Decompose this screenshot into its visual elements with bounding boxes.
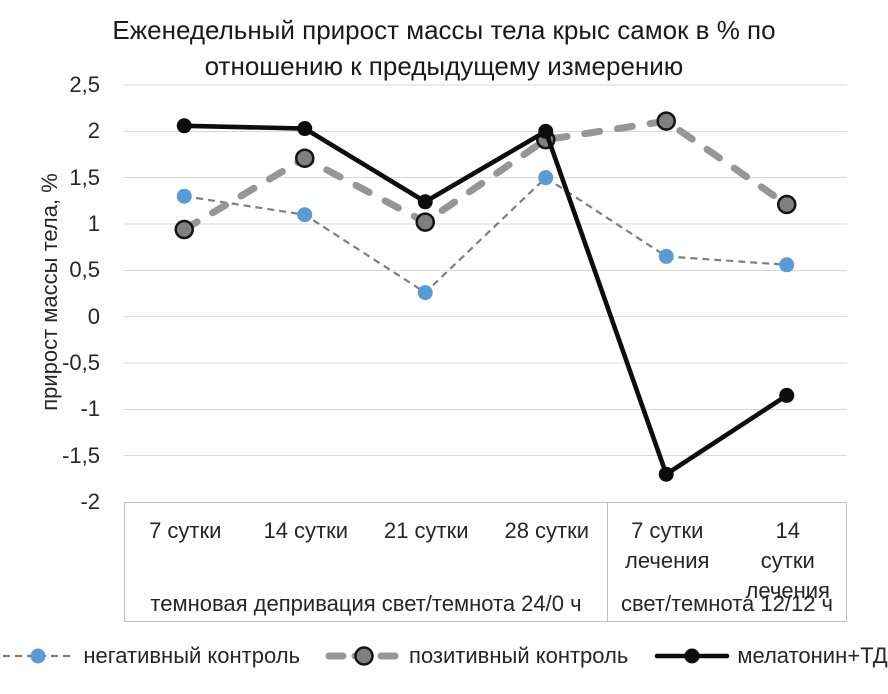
legend-item-melatonin-td[interactable]: мелатонин+ТД bbox=[654, 643, 888, 669]
x-category-label: 21 сутки bbox=[383, 518, 469, 543]
y-tick-label: 2,5 bbox=[69, 72, 100, 97]
y-tick-label: -1 bbox=[80, 396, 100, 422]
data-point-melatonin-td bbox=[538, 123, 554, 139]
data-point-negative-control bbox=[779, 257, 795, 273]
data-point-negative-control bbox=[176, 188, 192, 204]
y-axis-ticks: 2,5 2 1,5 1 0,5 0 -0,5 -1 -1,5 -2 bbox=[0, 72, 100, 514]
y-tick-label: 1,5 bbox=[69, 164, 100, 190]
data-point-positive-control bbox=[656, 111, 676, 131]
legend: негативный контроль позитивный контроль ме… bbox=[0, 638, 888, 674]
x-axis-table: 7 сутки 14 сутки 21 сутки 28 сутки 7 сутки л… bbox=[124, 502, 847, 622]
data-point-negative-control bbox=[658, 248, 674, 264]
y-tick-label: -1,5 bbox=[62, 442, 100, 468]
legend-label-melatonin-td: мелатонин+ТД bbox=[737, 643, 888, 668]
x-category-label: 7 сутки лечения bbox=[625, 518, 710, 573]
y-tick-label: 1 bbox=[87, 211, 100, 236]
data-point-melatonin-td bbox=[176, 118, 192, 134]
legend-marker-melatonin-td bbox=[655, 648, 730, 664]
legend-label-negative-control: негативный контроль bbox=[83, 643, 301, 668]
chart-title: Еженедельный прирост массы тела крыс сам… bbox=[112, 15, 776, 81]
legend-item-positive-control[interactable]: позитивный контроль bbox=[325, 643, 629, 669]
data-point-melatonin-td bbox=[658, 466, 674, 482]
x-category-label: 14 сутки лечения bbox=[745, 518, 830, 603]
data-point-negative-control bbox=[417, 285, 433, 301]
legend-item-negative-control[interactable]: негативный контроль bbox=[0, 643, 300, 669]
group-divider bbox=[607, 503, 608, 621]
data-point-positive-control bbox=[174, 219, 194, 240]
data-point-positive-control bbox=[295, 148, 315, 168]
legend-marker-positive-control bbox=[325, 646, 403, 666]
y-tick-label: -0,5 bbox=[62, 350, 100, 375]
series-line-positive-control bbox=[180, 117, 791, 234]
data-point-melatonin-td bbox=[779, 387, 795, 403]
y-tick-label: 2 bbox=[87, 118, 100, 144]
series-line-melatonin-td bbox=[181, 123, 790, 477]
series-line-negative-control bbox=[184, 176, 787, 294]
y-tick-label: 0 bbox=[87, 303, 100, 329]
data-point-positive-control bbox=[777, 194, 797, 215]
data-point-negative-control bbox=[297, 207, 313, 223]
x-category-label: 28 сутки bbox=[504, 518, 590, 543]
plot-area bbox=[124, 84, 847, 482]
group-label-dark-deprivation: темновая депривация свет/темнота 24/0 ч bbox=[150, 591, 582, 616]
data-point-negative-control bbox=[538, 170, 554, 186]
group-label-light-12-12: свет/темнота 12/12 ч bbox=[620, 591, 834, 616]
data-point-positive-control bbox=[415, 212, 435, 232]
y-tick-label: 0,5 bbox=[69, 257, 100, 283]
data-point-melatonin-td bbox=[297, 121, 313, 137]
data-point-melatonin-td bbox=[417, 194, 433, 210]
legend-label-positive-control: позитивный контроль bbox=[409, 643, 629, 668]
y-tick-label: -2 bbox=[80, 489, 100, 514]
x-category-label: 14 сутки bbox=[263, 518, 349, 543]
legend-marker-negative-control bbox=[3, 648, 74, 664]
x-category-label: 7 сутки bbox=[149, 518, 222, 543]
